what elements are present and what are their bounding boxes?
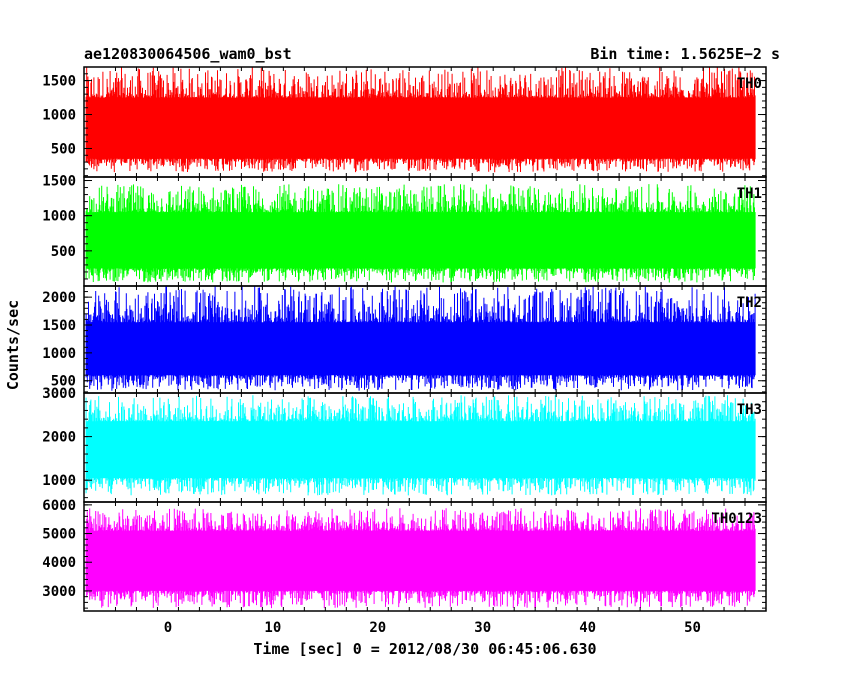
panel-label-th0: TH0 bbox=[737, 76, 762, 92]
y-axis-label: Counts/sec bbox=[4, 300, 22, 390]
y-tick-label-th1: 500 bbox=[51, 244, 76, 260]
series-th0123-curve bbox=[85, 508, 756, 609]
y-tick-label-th0123: 4000 bbox=[42, 555, 76, 571]
series-th1-curve bbox=[85, 184, 756, 283]
y-tick-label-th2: 2000 bbox=[42, 290, 76, 306]
y-tick-label-th3: 3000 bbox=[42, 386, 76, 402]
y-tick-label-th0: 1500 bbox=[42, 74, 76, 90]
x-tick-label: 10 bbox=[264, 620, 281, 636]
y-tick-label-th0: 500 bbox=[51, 141, 76, 157]
y-tick-label-th0123: 5000 bbox=[42, 527, 76, 543]
bin-time-label: Bin time: 1.5625E−2 s bbox=[590, 45, 780, 63]
y-tick-label-th2: 500 bbox=[51, 374, 76, 390]
x-tick-label: 40 bbox=[579, 620, 596, 636]
series-th2-curve bbox=[85, 286, 756, 391]
panel-label-th0123: TH0123 bbox=[711, 511, 762, 527]
x-axis-label: Time [sec] 0 = 2012/08/30 06:45:06.630 bbox=[253, 640, 596, 658]
panel-label-th3: TH3 bbox=[737, 402, 762, 418]
y-tick-label-th0123: 3000 bbox=[42, 584, 76, 600]
y-tick-label-th0: 1000 bbox=[42, 108, 76, 124]
y-tick-label-th3: 2000 bbox=[42, 430, 76, 446]
x-tick-label: 50 bbox=[684, 620, 701, 636]
chart-title: ae120830064506_wam0_bst bbox=[84, 45, 292, 63]
y-tick-label-th1: 1500 bbox=[42, 174, 76, 190]
panel-label-th2: TH2 bbox=[737, 295, 762, 311]
x-tick-label: 20 bbox=[369, 620, 386, 636]
x-tick-label: 0 bbox=[164, 620, 172, 636]
y-tick-label-th1: 1000 bbox=[42, 209, 76, 225]
series-th3-curve bbox=[85, 395, 756, 496]
series-th0-curve bbox=[85, 67, 756, 173]
y-tick-label-th2: 1000 bbox=[42, 346, 76, 362]
panel-label-th1: TH1 bbox=[737, 186, 762, 202]
y-tick-label-th3: 1000 bbox=[42, 473, 76, 489]
y-tick-label-th2: 1500 bbox=[42, 318, 76, 334]
x-tick-label: 30 bbox=[474, 620, 491, 636]
y-tick-label-th0123: 6000 bbox=[42, 498, 76, 514]
